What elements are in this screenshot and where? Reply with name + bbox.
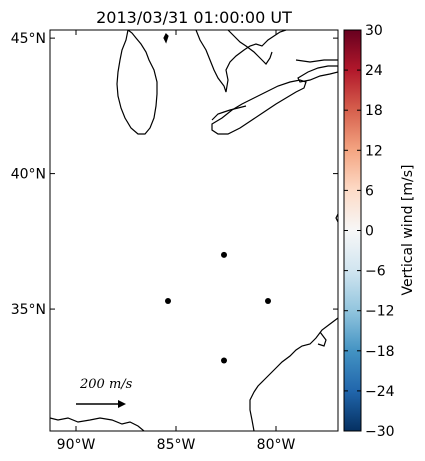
lake-huron-east-outline <box>227 30 273 65</box>
lat-tick-label: 35°N <box>11 302 46 318</box>
station-marker <box>221 357 227 364</box>
colorbar-tick-label: −18 <box>365 344 395 360</box>
colorbar-tick-label: −6 <box>365 264 386 280</box>
lake-erie-outline <box>211 79 307 135</box>
colorbar-ticks: 30 24 18 12 6 0 −6 −12 −18 −24 −30 <box>344 23 395 440</box>
erie-islands <box>211 105 247 121</box>
reference-arrow-head <box>118 400 126 408</box>
map-frame <box>49 29 339 432</box>
lake-michigan-outline <box>116 30 158 135</box>
atlantic-coastline-south <box>249 317 338 431</box>
colorbar-tick-label: −12 <box>365 304 395 320</box>
colorbar-tick-label: −24 <box>365 384 395 400</box>
latitude-ticks: 45°N 40°N 35°N <box>11 31 338 318</box>
atlantic-inlet <box>317 331 327 347</box>
lon-tick-label: 85°W <box>157 437 196 453</box>
station-marker <box>165 297 171 304</box>
colorbar-tick-label: 30 <box>365 23 383 39</box>
station-marker <box>221 251 227 258</box>
coastlines <box>50 30 338 431</box>
reference-arrow: 200 m/s <box>76 377 133 408</box>
colorbar-tick-label: 24 <box>365 63 383 79</box>
station-marker <box>265 297 271 304</box>
lat-tick-label: 45°N <box>11 31 46 47</box>
lake-huron-outline <box>195 30 287 93</box>
colorbar-tick-label: −30 <box>365 424 395 440</box>
colorbar-tick-label: 18 <box>365 103 383 119</box>
lon-tick-label: 90°W <box>57 437 96 453</box>
colorbar-tick-label: 12 <box>365 143 383 159</box>
longitude-ticks: 90°W 85°W 80°W <box>57 30 296 453</box>
lake-nipigon-mark <box>163 32 169 44</box>
north-shore-ontario <box>295 59 338 63</box>
map-title: 2013/03/31 01:00:00 UT <box>96 8 292 27</box>
lon-tick-label: 80°W <box>257 437 296 453</box>
lat-tick-label: 40°N <box>11 167 46 183</box>
colorbar-tick-label: 6 <box>365 183 374 199</box>
reference-arrow-label: 200 m/s <box>79 377 133 392</box>
gulf-coastline <box>50 417 145 431</box>
atlantic-coastline <box>335 213 338 223</box>
station-markers <box>165 251 271 364</box>
lake-ontario-outline <box>297 65 338 83</box>
colorbar-tick-label: 0 <box>365 224 374 240</box>
colorbar-label: Vertical wind [m/s] <box>400 164 416 296</box>
